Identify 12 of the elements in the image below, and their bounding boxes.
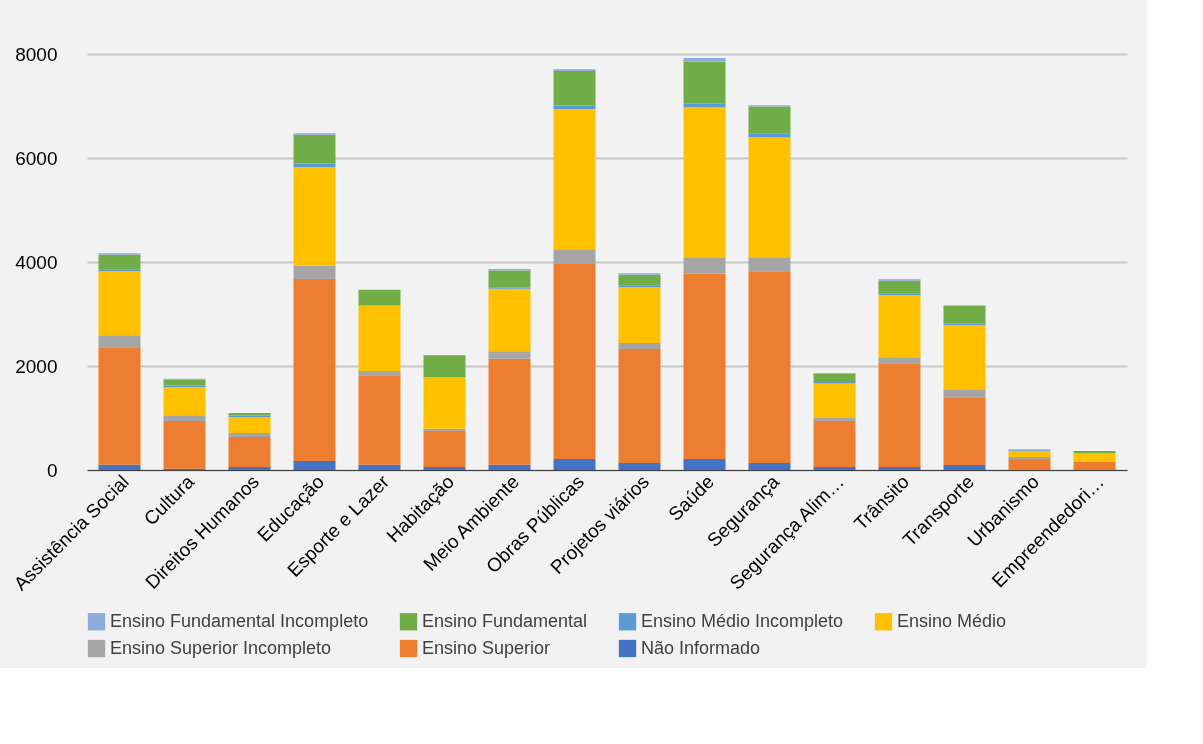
y-tick-label: 0	[46, 459, 58, 481]
legend-label: Ensino Superior Incompleto	[110, 637, 332, 658]
y-tick-label: 4000	[15, 251, 58, 273]
y-tick-label: 2000	[15, 355, 58, 377]
legend-label: Ensino Médio Incompleto	[641, 610, 844, 631]
legend-label: Ensino Fundamental	[422, 610, 588, 631]
legend-label: Ensino Médio	[897, 610, 1007, 631]
y-tick-label: 8000	[15, 43, 58, 65]
legend-label: Não Informado	[641, 637, 761, 658]
legend-label: Ensino Superior	[422, 637, 551, 658]
legend-label: Ensino Fundamental Incompleto	[110, 610, 369, 631]
y-tick-label: 6000	[15, 147, 58, 169]
